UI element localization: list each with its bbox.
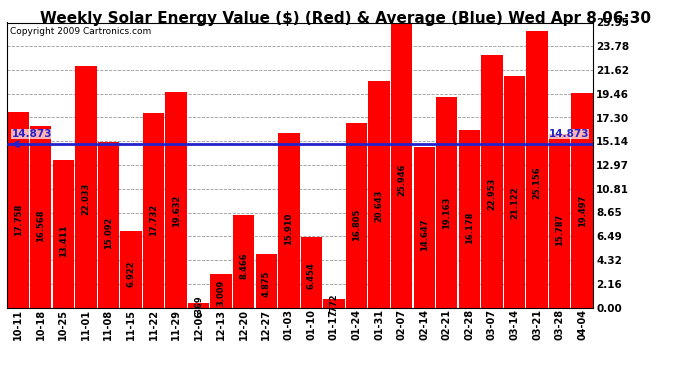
Text: 21.122: 21.122 [510, 187, 519, 219]
Text: 8.466: 8.466 [239, 252, 248, 279]
Text: 19.163: 19.163 [442, 196, 451, 229]
Text: 16.568: 16.568 [37, 209, 46, 242]
Bar [481, 56, 502, 308]
Text: 15.910: 15.910 [284, 213, 293, 245]
Bar [52, 160, 74, 308]
Bar [571, 93, 593, 308]
Bar [324, 299, 345, 307]
Bar [504, 75, 525, 308]
Text: 25.156: 25.156 [533, 167, 542, 200]
Text: 16.805: 16.805 [352, 208, 361, 241]
Text: 6.454: 6.454 [307, 262, 316, 289]
Bar [391, 22, 413, 308]
Text: 14.873: 14.873 [12, 129, 52, 139]
Text: 14.647: 14.647 [420, 219, 428, 251]
Bar [368, 81, 390, 308]
Text: 20.643: 20.643 [375, 189, 384, 222]
Text: 13.411: 13.411 [59, 225, 68, 258]
Text: 19.632: 19.632 [172, 194, 181, 226]
Bar [301, 237, 322, 308]
Bar [188, 303, 209, 307]
Text: 15.787: 15.787 [555, 213, 564, 246]
Text: 25.946: 25.946 [397, 163, 406, 195]
Text: 14.873: 14.873 [549, 129, 589, 139]
Bar [98, 142, 119, 308]
Text: .772: .772 [330, 293, 339, 314]
Text: 3.009: 3.009 [217, 279, 226, 306]
Bar [436, 97, 457, 308]
Text: 22.953: 22.953 [487, 178, 496, 210]
Text: 4.875: 4.875 [262, 270, 270, 297]
Text: Weekly Solar Energy Value ($) (Red) & Average (Blue) Wed Apr 8 06:30: Weekly Solar Energy Value ($) (Red) & Av… [39, 11, 651, 26]
Bar [8, 112, 29, 308]
Bar [278, 133, 299, 308]
Text: .369: .369 [194, 295, 203, 316]
Bar [166, 92, 187, 308]
Text: 17.758: 17.758 [14, 204, 23, 236]
Bar [549, 134, 570, 308]
Bar [120, 231, 141, 308]
Text: 22.033: 22.033 [81, 183, 90, 215]
Text: 19.497: 19.497 [578, 195, 586, 227]
Bar [75, 66, 97, 308]
Bar [210, 274, 232, 308]
Text: 15.092: 15.092 [104, 217, 113, 249]
Bar [526, 31, 548, 308]
Bar [413, 147, 435, 308]
Bar [143, 113, 164, 308]
Text: 17.732: 17.732 [149, 204, 158, 236]
Bar [459, 130, 480, 308]
Text: Copyright 2009 Cartronics.com: Copyright 2009 Cartronics.com [10, 27, 151, 36]
Text: 16.178: 16.178 [465, 211, 474, 244]
Bar [233, 214, 255, 308]
Bar [30, 126, 52, 308]
Bar [255, 254, 277, 308]
Text: 6.922: 6.922 [126, 260, 135, 286]
Bar [346, 123, 367, 308]
